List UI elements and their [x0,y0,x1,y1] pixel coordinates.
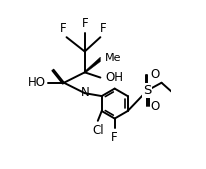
Text: F: F [111,131,118,144]
Text: O: O [151,100,160,113]
Text: HO: HO [28,76,46,89]
Text: O: O [151,68,160,81]
Text: F: F [100,22,107,35]
Text: F: F [82,17,89,30]
Text: Me: Me [104,53,121,63]
Text: Cl: Cl [92,124,104,137]
Text: F: F [60,22,67,35]
Text: OH: OH [105,71,124,84]
Text: S: S [143,84,151,97]
Polygon shape [85,57,100,73]
Text: N: N [80,86,89,99]
